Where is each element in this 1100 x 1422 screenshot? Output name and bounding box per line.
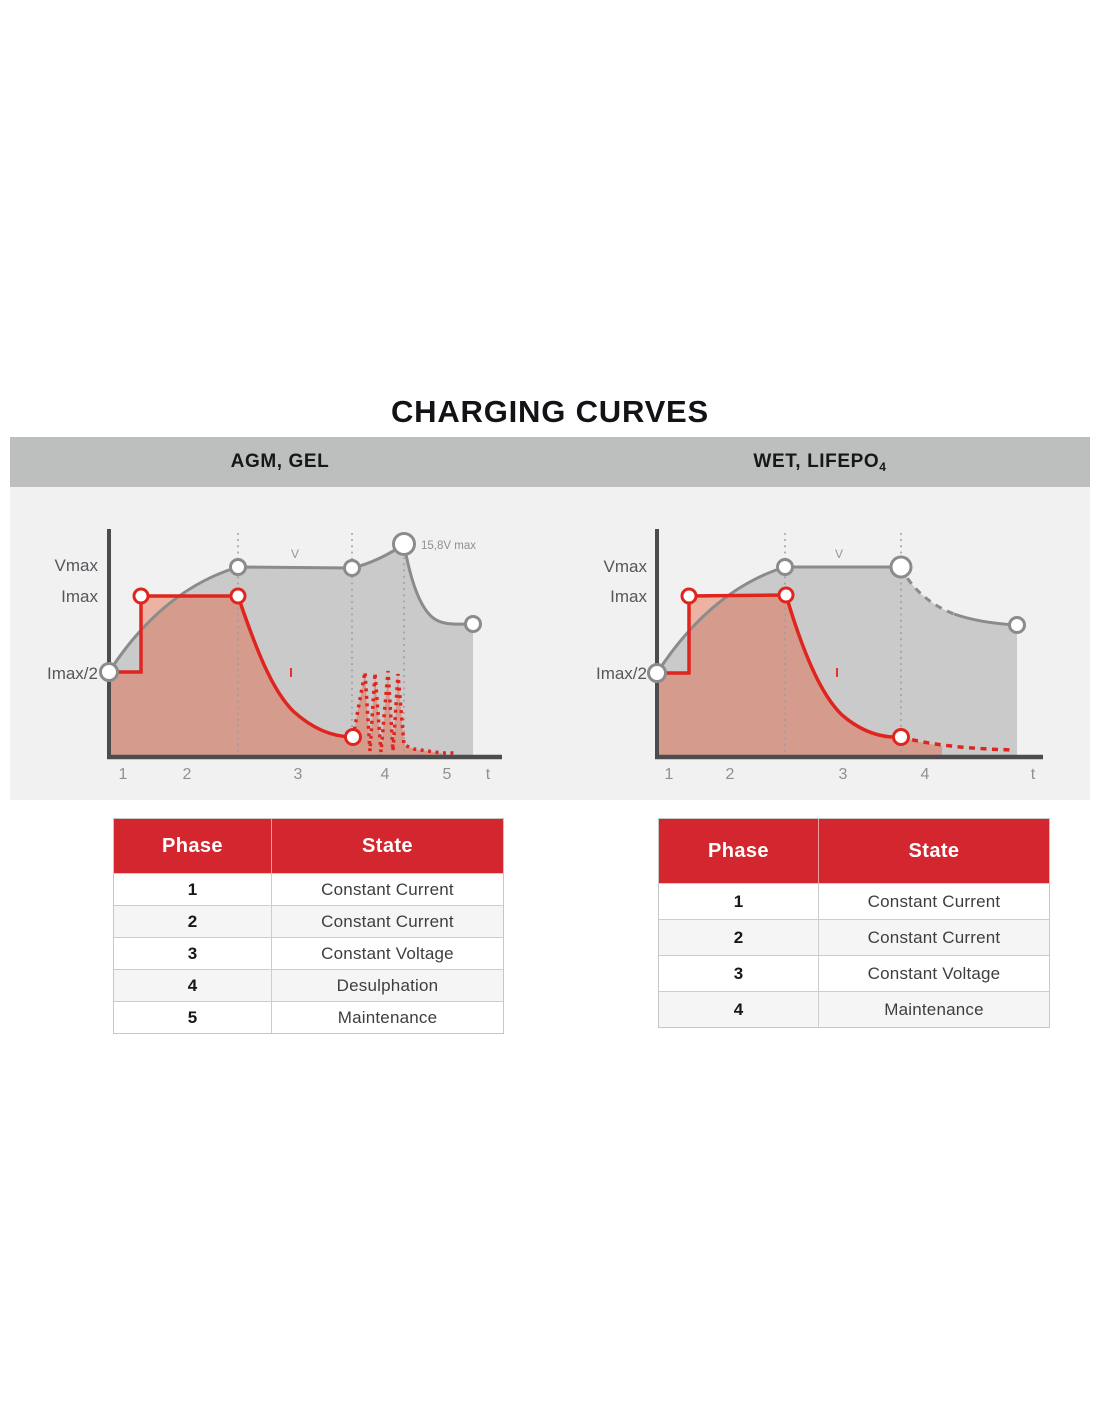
column-header-state: State	[362, 834, 413, 857]
section-header-band: AGM, GEL WET, LIFEPO 4	[10, 437, 1090, 487]
voltage-series-label: V	[835, 547, 843, 561]
data-point	[680, 587, 698, 605]
x-tick-5: 5	[443, 766, 452, 783]
phase-cell: 4	[659, 992, 819, 1027]
phase-cell: 1	[659, 884, 819, 919]
phase-table-wet-lifepo4: Phase State 1 Constant Current 2 Constan…	[658, 818, 1050, 1028]
x-tick-3: 3	[294, 766, 303, 783]
x-tick-2: 2	[726, 766, 735, 783]
state-cell: Constant Current	[321, 911, 454, 931]
column-header-phase: Phase	[114, 819, 272, 873]
phase-cell: 1	[114, 874, 272, 905]
current-area	[109, 596, 442, 755]
column-header-phase: Phase	[659, 819, 819, 883]
state-cell: Constant Current	[321, 879, 454, 899]
state-cell: Constant Current	[867, 927, 1001, 947]
panel-header-wet-lifepo4-label: WET, LIFEPO	[753, 451, 880, 472]
state-cell: Desulphation	[336, 975, 439, 995]
state-cell: Constant Voltage	[321, 943, 454, 963]
data-point	[647, 663, 667, 683]
table-row: 4 Desulphation	[114, 969, 503, 1001]
data-point	[464, 615, 482, 633]
phase-table-agm-gel: Phase State 1 Constant Current 2 Constan…	[113, 818, 504, 1034]
y-label-imax2: Imax/2	[596, 664, 647, 683]
data-point	[99, 662, 119, 682]
data-point	[776, 558, 794, 576]
table-row: 5 Maintenance	[114, 1001, 503, 1033]
state-cell: Maintenance	[337, 1007, 438, 1027]
state-cell: Constant Current	[867, 891, 1001, 911]
data-point	[892, 728, 910, 746]
column-header-state: State	[908, 839, 960, 862]
data-point-large	[889, 555, 913, 579]
page-title: CHARGING CURVES	[390, 394, 710, 429]
x-tick-t: t	[486, 766, 491, 783]
state-cell: Maintenance	[884, 999, 984, 1019]
phase-cell: 3	[114, 938, 272, 969]
y-label-vmax: Vmax	[55, 556, 99, 575]
data-point	[1008, 616, 1026, 634]
panel-header-agm-gel: AGM, GEL	[10, 437, 550, 487]
voltage-curve	[655, 565, 901, 674]
data-point	[344, 728, 362, 746]
data-point	[229, 587, 247, 605]
desulphation-pulses	[351, 670, 454, 755]
x-tick-t: t	[1031, 766, 1036, 783]
data-point	[343, 559, 361, 577]
y-label-imax: Imax	[61, 587, 98, 606]
current-curve	[657, 593, 902, 739]
table-row: 3 Constant Voltage	[659, 955, 1049, 991]
table-row: 2 Constant Current	[659, 919, 1049, 955]
table-header-row: Phase State	[659, 819, 1049, 883]
x-tick-3: 3	[839, 766, 848, 783]
charts-panel: Vmax Imax Imax/2 1 2 3 4 5 t V I 15,8V m…	[10, 487, 1090, 800]
x-tick-1: 1	[119, 766, 128, 783]
chart-agm-gel: Vmax Imax Imax/2 1 2 3 4 5 t V I 15,8V m…	[47, 529, 502, 783]
peak-voltage-annotation: 15,8V max	[421, 540, 476, 552]
chart-wet-lifepo4: Vmax Imax Imax/2 1 2 3 4 t V I	[596, 529, 1043, 783]
y-label-imax2: Imax/2	[47, 664, 98, 683]
table-row: 3 Constant Voltage	[114, 937, 503, 969]
table-row: 2 Constant Current	[114, 905, 503, 937]
phase-cell: 4	[114, 970, 272, 1001]
y-label-imax: Imax	[610, 587, 647, 606]
current-area	[657, 595, 942, 755]
current-curve-dashed	[900, 735, 1016, 752]
data-point	[229, 558, 247, 576]
panel-header-agm-gel-label: AGM, GEL	[230, 451, 330, 472]
panel-header-wet-lifepo4: WET, LIFEPO 4	[550, 437, 1090, 487]
phase-cell: 5	[114, 1002, 272, 1033]
table-row: 1 Constant Current	[659, 883, 1049, 919]
table-header-row: Phase State	[114, 819, 503, 873]
table-row: 1 Constant Current	[114, 873, 503, 905]
phase-cell: 2	[659, 920, 819, 955]
phase-cell: 3	[659, 956, 819, 991]
y-label-vmax: Vmax	[604, 557, 648, 576]
phase-cell: 2	[114, 906, 272, 937]
current-series-label: I	[835, 666, 838, 680]
x-tick-4: 4	[921, 766, 930, 783]
table-row: 4 Maintenance	[659, 991, 1049, 1027]
state-cell: Constant Voltage	[867, 963, 1001, 983]
current-curve	[109, 594, 354, 739]
voltage-series-label: V	[291, 547, 299, 561]
panel-header-subscript: 4	[879, 460, 887, 474]
x-tick-2: 2	[183, 766, 192, 783]
data-point-peak	[392, 532, 416, 556]
data-point	[777, 586, 795, 604]
x-tick-1: 1	[665, 766, 674, 783]
voltage-area	[657, 567, 1017, 755]
x-tick-4: 4	[381, 766, 390, 783]
data-point	[132, 587, 150, 605]
current-series-label: I	[289, 666, 292, 680]
